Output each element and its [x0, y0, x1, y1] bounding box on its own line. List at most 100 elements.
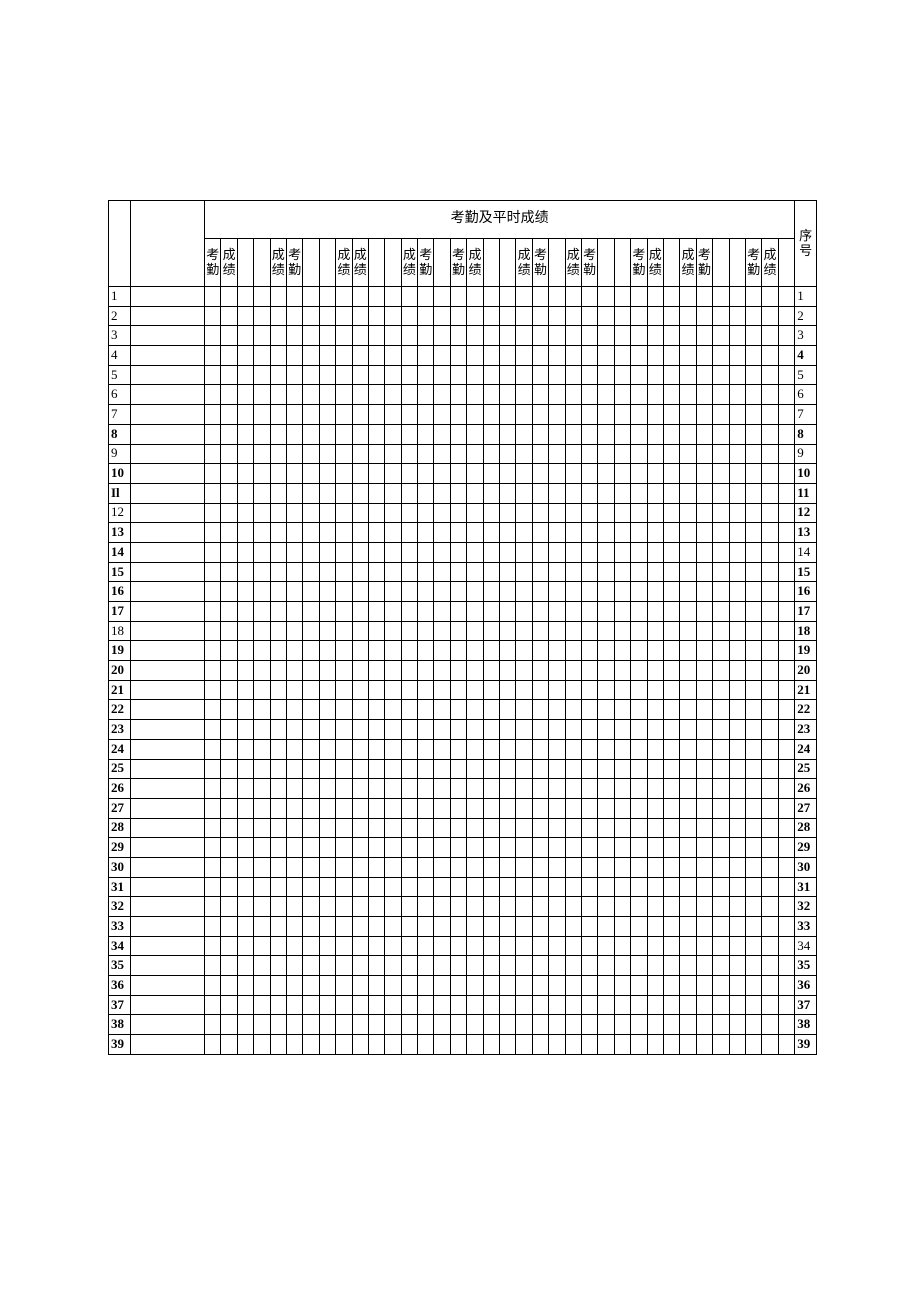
data-cell: [614, 582, 630, 602]
data-cell: [532, 424, 548, 444]
data-cell: [385, 857, 401, 877]
data-cell: [745, 621, 761, 641]
sub-header-label: 考勤: [450, 239, 466, 287]
data-cell: [450, 700, 466, 720]
data-cell: [762, 680, 778, 700]
header-row-1: 考勤及平时成绩 序号: [109, 201, 817, 239]
data-cell: [713, 542, 729, 562]
data-cell: [516, 464, 532, 484]
data-cell: [221, 424, 237, 444]
data-cell: [516, 976, 532, 996]
data-cell: [450, 798, 466, 818]
data-cell: [778, 503, 795, 523]
data-cell: [745, 759, 761, 779]
data-cell: [663, 326, 679, 346]
data-cell: [500, 287, 516, 307]
data-cell: [237, 346, 253, 366]
data-cell: [336, 1035, 352, 1055]
data-cell: [205, 582, 221, 602]
data-cell: [270, 936, 286, 956]
data-cell: [729, 444, 745, 464]
data-cell: [778, 897, 795, 917]
data-cell: [680, 424, 696, 444]
row-number-right: 19: [795, 641, 817, 661]
data-cell: [221, 995, 237, 1015]
data-cell: [336, 483, 352, 503]
data-cell: [401, 582, 417, 602]
data-cell: [205, 936, 221, 956]
data-cell: [565, 464, 581, 484]
data-cell: [368, 582, 384, 602]
row-number-left: 5: [109, 365, 131, 385]
data-cell: [237, 838, 253, 858]
data-cell: [385, 444, 401, 464]
data-cell: [303, 818, 319, 838]
data-cell: [500, 759, 516, 779]
data-cell: [647, 1015, 663, 1035]
data-cell: [532, 720, 548, 740]
data-cell: [254, 779, 270, 799]
data-cell: [467, 1015, 483, 1035]
data-cell: [713, 917, 729, 937]
data-cell: [647, 483, 663, 503]
data-cell: [713, 759, 729, 779]
data-cell: [450, 542, 466, 562]
data-cell: [303, 483, 319, 503]
data-cell: [368, 641, 384, 661]
data-cell: [467, 542, 483, 562]
data-cell: [729, 602, 745, 622]
name-cell: [131, 897, 205, 917]
data-cell: [483, 818, 499, 838]
data-cell: [418, 287, 434, 307]
data-cell: [483, 759, 499, 779]
data-cell: [500, 680, 516, 700]
sub-header-blank: [319, 239, 335, 287]
data-cell: [270, 346, 286, 366]
data-cell: [713, 602, 729, 622]
data-cell: [303, 661, 319, 681]
data-cell: [352, 503, 368, 523]
data-cell: [385, 326, 401, 346]
data-cell: [729, 956, 745, 976]
data-cell: [450, 680, 466, 700]
table-row: 3434: [109, 936, 817, 956]
data-cell: [581, 444, 597, 464]
data-cell: [286, 326, 302, 346]
data-cell: [516, 503, 532, 523]
data-cell: [680, 661, 696, 681]
data-cell: [418, 503, 434, 523]
data-cell: [483, 287, 499, 307]
data-cell: [762, 503, 778, 523]
data-cell: [647, 562, 663, 582]
data-cell: [762, 661, 778, 681]
data-cell: [286, 306, 302, 326]
table-row: 1414: [109, 542, 817, 562]
data-cell: [385, 818, 401, 838]
data-cell: [762, 542, 778, 562]
data-cell: [631, 838, 647, 858]
data-cell: [450, 877, 466, 897]
data-cell: [319, 917, 335, 937]
data-cell: [303, 897, 319, 917]
data-cell: [549, 483, 565, 503]
data-cell: [581, 700, 597, 720]
data-cell: [483, 739, 499, 759]
data-cell: [516, 483, 532, 503]
data-cell: [745, 444, 761, 464]
data-cell: [418, 995, 434, 1015]
data-cell: [450, 956, 466, 976]
data-cell: [647, 621, 663, 641]
data-cell: [418, 857, 434, 877]
data-cell: [762, 562, 778, 582]
data-cell: [205, 562, 221, 582]
data-cell: [418, 483, 434, 503]
data-cell: [745, 542, 761, 562]
data-cell: [647, 857, 663, 877]
data-cell: [483, 405, 499, 425]
row-number-right: 6: [795, 385, 817, 405]
data-cell: [696, 582, 712, 602]
data-cell: [450, 621, 466, 641]
data-cell: [778, 306, 795, 326]
data-cell: [778, 700, 795, 720]
data-cell: [303, 798, 319, 818]
